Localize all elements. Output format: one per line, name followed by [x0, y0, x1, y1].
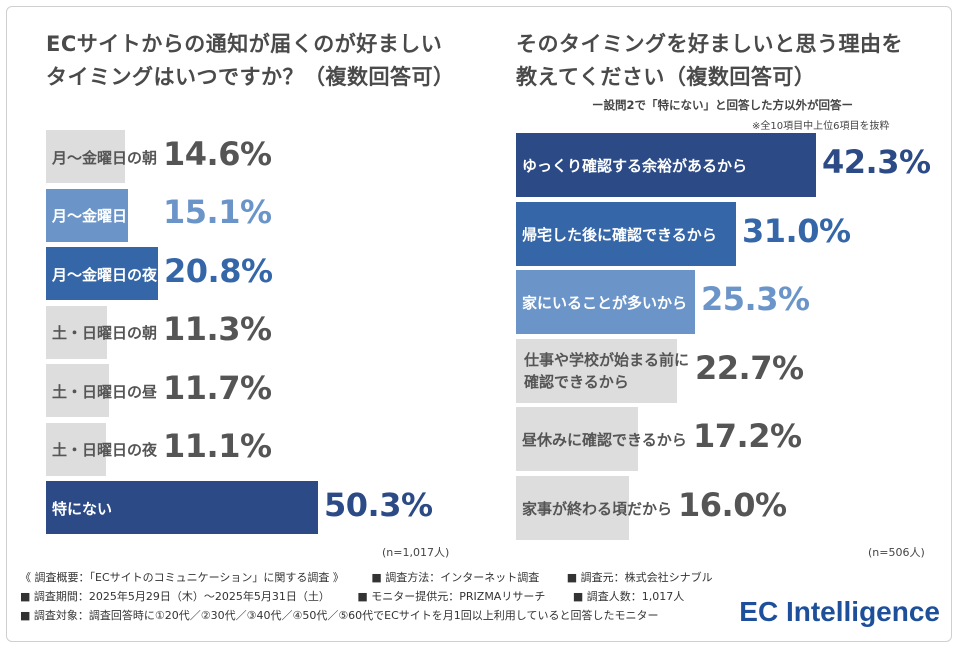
footer-item: 《 調査概要：「ECサイトのコミュニケーション」に関する調査 》 — [20, 571, 344, 584]
footer-line-1: 《 調査概要：「ECサイトのコミュニケーション」に関する調査 》 ■ 調査方法：… — [20, 568, 737, 587]
value-label: 14.6% — [163, 134, 272, 173]
category-label: 特にない — [52, 499, 113, 518]
left-chart-title: ECサイトからの通知が届くのが好ましい タイミングはいつですか？（複数回答可） — [46, 32, 455, 89]
footer-item: ■ 調査期間：2025年5月29日（木）〜2025年5月31日（土） — [20, 590, 330, 603]
bar-row: 特にない 50.3% — [46, 481, 466, 534]
category-label: 帰宅した後に確認できるから — [522, 225, 717, 244]
right-chart-title: そのタイミングを好ましいと思う理由を 教えてください（複数回答可） — [516, 32, 903, 89]
footer-item: ■ 調査対象：調査回答時に①20代／②30代／③40代／④50代／⑤60代でEC… — [20, 609, 659, 622]
bar — [46, 364, 110, 417]
bar — [46, 247, 159, 300]
value-label: 25.3% — [701, 280, 810, 318]
bar-row: 土・日曜日の朝 11.3% — [46, 305, 466, 359]
right-sample-size: (n=506人) — [868, 546, 925, 559]
bar — [46, 188, 128, 242]
bar-row: 土・日曜日の昼 11.7% — [46, 364, 466, 417]
category-label: 家事が終わる頃だから — [522, 499, 673, 518]
bar-row: 昼休みに確認できるから 17.2% — [516, 407, 936, 471]
value-label: 15.1% — [163, 193, 272, 231]
bar-row: 家事が終わる頃だから 16.0% — [516, 475, 936, 540]
value-label: 42.3% — [822, 143, 931, 181]
footer-item: ■ モニター提供元：PRIZMAリサーチ — [357, 590, 546, 603]
bar — [516, 407, 638, 471]
bar — [516, 270, 696, 334]
left-sample-size: (n=1,017人) — [382, 546, 450, 559]
category-label: ゆっくり確認する余裕があるから — [522, 157, 748, 175]
bar-row: 家にいることが多いから 25.3% — [516, 270, 936, 334]
value-label: 31.0% — [742, 211, 851, 250]
bar-row: 月〜金曜日の昼 15.1% — [46, 188, 466, 242]
category-label: 昼休みに確認できるから — [522, 431, 687, 449]
category-label: 月〜金曜日の夜 — [52, 265, 158, 284]
bar — [46, 305, 108, 359]
left-bar-chart: 月〜金曜日の朝 14.6% 月〜金曜日の昼 15.1% 月〜金曜日の夜 20.8% 土・日曜… — [46, 130, 466, 550]
footer-item: ■ 調査方法：インターネット調査 — [371, 571, 540, 584]
bar — [46, 422, 106, 476]
bar — [516, 475, 630, 540]
category-label: 土・日曜日の夜 — [52, 441, 158, 459]
category-label: 土・日曜日の昼 — [52, 382, 158, 401]
value-label: 16.0% — [678, 485, 787, 524]
bar — [46, 481, 318, 534]
value-label: 20.8% — [164, 251, 273, 290]
value-label: 50.3% — [324, 485, 433, 524]
ec-intelligence-logo: EC Intelligence — [739, 596, 940, 627]
bar — [516, 133, 816, 197]
bar — [46, 130, 125, 183]
category-label: 土・日曜日の朝 — [52, 324, 158, 342]
bar-row: 土・日曜日の夜 11.1% — [46, 422, 466, 476]
bar — [516, 338, 677, 403]
value-label: 11.1% — [163, 427, 272, 465]
category-label: 月〜金曜日の昼 — [52, 207, 158, 225]
footer-line-2: ■ 調査期間：2025年5月29日（木）〜2025年5月31日（土） ■ モニタ… — [20, 587, 737, 606]
value-label: 11.7% — [163, 368, 272, 407]
bar-row: 仕事や学校が始まる前に 確認できるから 22.7% — [516, 338, 936, 403]
bar — [516, 201, 736, 266]
category-label: 月〜金曜日の朝 — [52, 148, 158, 167]
figure-frame — [6, 6, 952, 642]
bar-row: 帰宅した後に確認できるから 31.0% — [516, 201, 936, 266]
bar-row: 月〜金曜日の夜 20.8% — [46, 247, 466, 300]
footer-item: ■ 調査元：株式会社シナブル — [566, 571, 713, 584]
value-label: 11.3% — [163, 310, 272, 348]
right-bar-chart: ゆっくり確認する余裕があるから 42.3% 帰宅した後に確認できるから 31.0% 家に… — [516, 133, 936, 553]
value-label: 17.2% — [693, 417, 802, 455]
value-label: 22.7% — [695, 348, 804, 387]
right-chart-subtitle: ー設問2で「特にない」と回答した方以外が回答ー — [592, 98, 853, 112]
category-label: 仕事や学校が始まる前に 確認できるから — [524, 350, 690, 391]
bar-row: ゆっくり確認する余裕があるから 42.3% — [516, 133, 936, 197]
bar-row: 月〜金曜日の朝 14.6% — [46, 130, 466, 183]
category-label: 家にいることが多いから — [522, 294, 688, 312]
survey-footer: 《 調査概要：「ECサイトのコミュニケーション」に関する調査 》 ■ 調査方法：… — [20, 568, 737, 625]
footer-item: ■ 調査人数：1,017人 — [572, 590, 685, 603]
right-chart-subnote: ※全10項目中上位6項目を抜粋 — [752, 121, 890, 132]
footer-line-3: ■ 調査対象：調査回答時に①20代／②30代／③40代／④50代／⑤60代でEC… — [20, 606, 737, 625]
